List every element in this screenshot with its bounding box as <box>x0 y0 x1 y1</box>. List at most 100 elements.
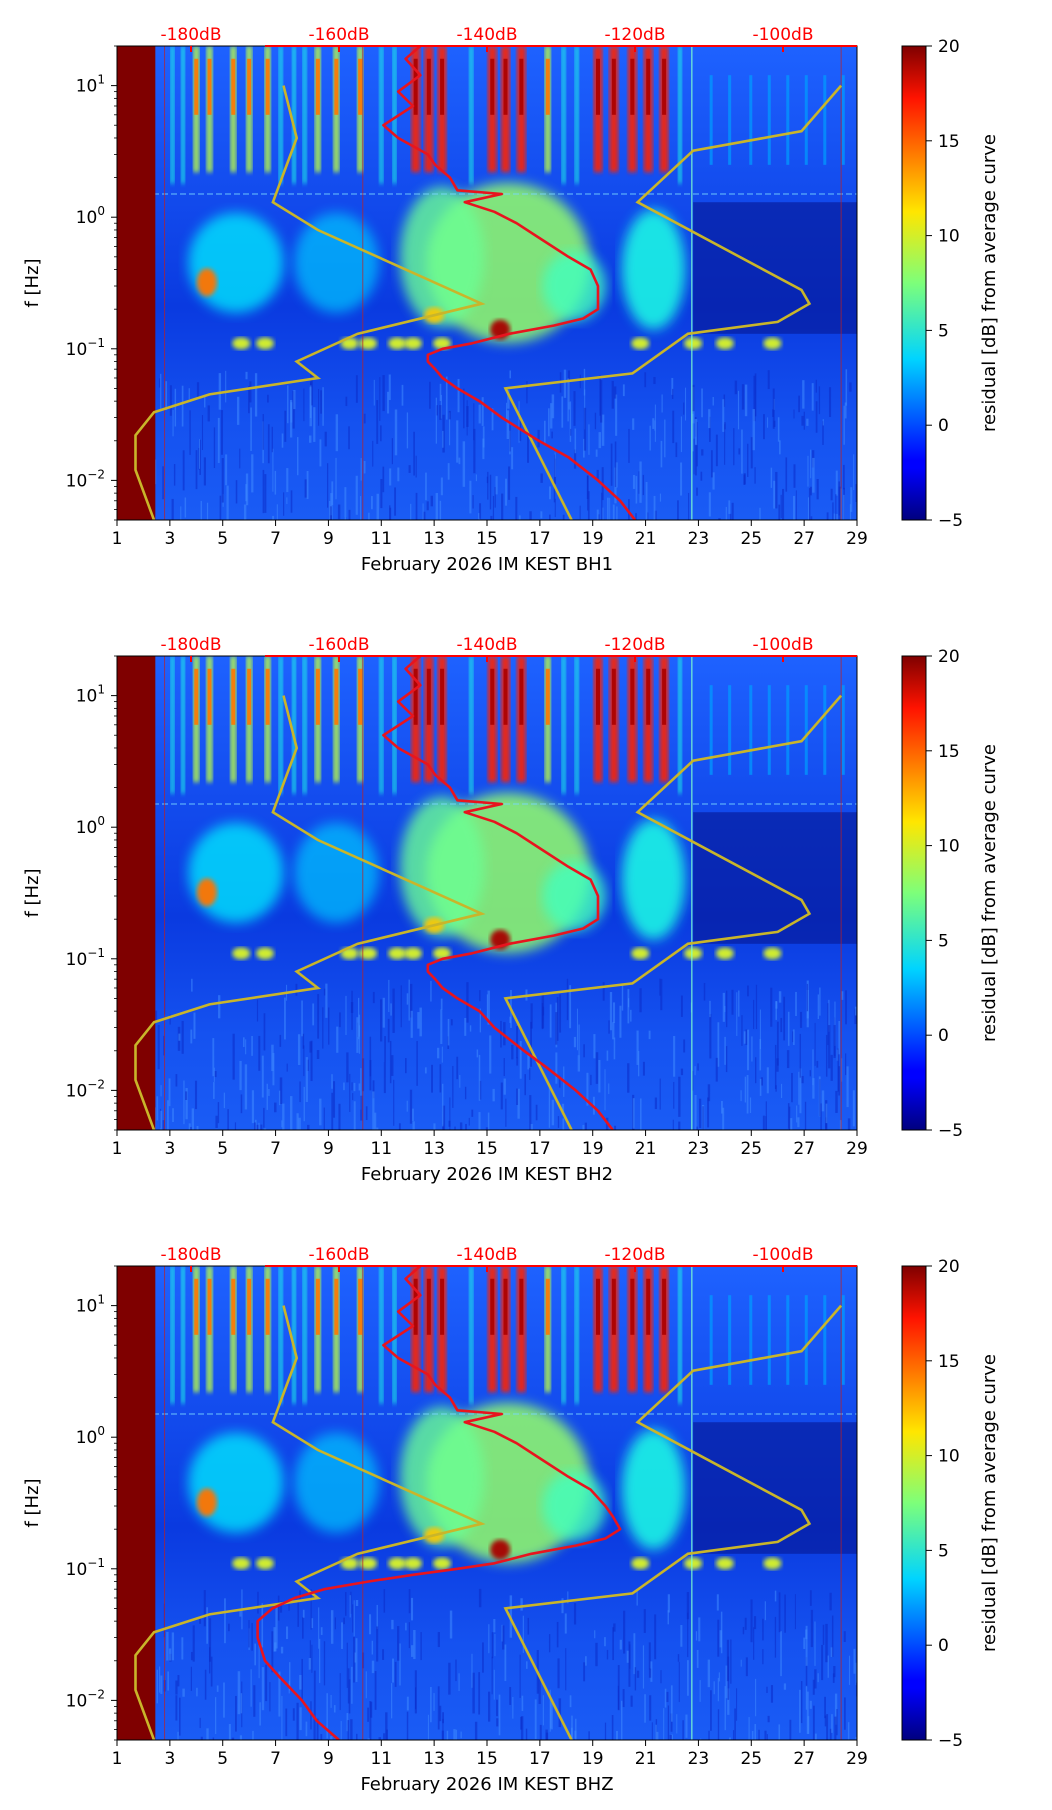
colorbar-tick-label: −5 <box>938 1731 963 1751</box>
colorbar-tick-label: 20 <box>938 1257 960 1277</box>
x-tick-label: 21 <box>635 529 657 549</box>
x-tick-label: 25 <box>740 1139 762 1159</box>
low-noise-model-line <box>134 1305 486 1740</box>
colorbar-tick-label: 15 <box>938 742 960 762</box>
colorbar-label: residual [dB] from average curve <box>979 1354 1000 1652</box>
x-tick-label: 11 <box>370 1749 392 1769</box>
colorbar-gradient <box>901 1265 927 1741</box>
x-tick-label: 5 <box>217 1139 228 1159</box>
x-tick-label: 1 <box>112 529 123 549</box>
y-tick-label: 10−1 <box>66 946 105 970</box>
x-tick-label: 17 <box>529 1749 551 1769</box>
x-axis-label: February 2026 IM KEST BH2 <box>361 1164 613 1185</box>
x-tick-label: 7 <box>270 1749 281 1769</box>
y-tick-label: 101 <box>76 73 105 97</box>
x-tick-label: 9 <box>323 529 334 549</box>
top-tick-label: -100dB <box>752 635 813 655</box>
top-tick-label: -180dB <box>160 1245 221 1265</box>
quiet-zone <box>693 1422 857 1554</box>
y-tick-label: 100 <box>76 814 105 838</box>
x-tick-label: 11 <box>370 1139 392 1159</box>
spectrogram-area <box>117 656 857 1130</box>
activity-blobs <box>170 1266 845 1570</box>
activity-blobs <box>170 656 845 960</box>
x-tick-label: 29 <box>846 1749 868 1769</box>
y-axis-label: f [Hz] <box>22 258 43 307</box>
colorbar-tick-label: 0 <box>938 1026 949 1046</box>
quiet-zone <box>693 812 857 944</box>
y-tick-label: 10−2 <box>66 1687 105 1711</box>
colorbar: 20 15 10 5 0 −5 residual [dB] from average cur… <box>901 37 1000 531</box>
x-tick-label: 19 <box>582 1749 604 1769</box>
colorbar-tick-label: 20 <box>938 647 960 667</box>
colorbar-tick-label: −5 <box>938 511 963 531</box>
colorbar-label: residual [dB] from average curve <box>979 744 1000 1042</box>
colorbar-tick-label: 5 <box>938 321 949 341</box>
median-psd-line <box>382 656 614 1130</box>
top-tick-label: -140dB <box>456 635 517 655</box>
x-tick-label: 19 <box>582 1139 604 1159</box>
x-axis-label: February 2026 IM KEST BHZ <box>360 1774 613 1795</box>
x-tick-label: 3 <box>164 529 175 549</box>
top-tick-label: -180dB <box>160 635 221 655</box>
x-tick-label: 23 <box>688 1139 710 1159</box>
y-tick-label: 10−2 <box>66 467 105 491</box>
y-tick-label: 100 <box>76 204 105 228</box>
y-axis-label: f [Hz] <box>22 1478 43 1527</box>
colorbar: 20 15 10 5 0 −5 residual [dB] from average cur… <box>901 647 1000 1141</box>
colorbar-gradient <box>901 655 927 1131</box>
colorbar-tick-label: 10 <box>938 1447 960 1467</box>
y-tick-label: 101 <box>76 1293 105 1317</box>
x-tick-label: 13 <box>423 1749 445 1769</box>
top-tick-label: -140dB <box>456 25 517 45</box>
x-tick-label: 27 <box>793 1139 815 1159</box>
x-tick-label: 7 <box>270 1139 281 1159</box>
x-axis-label: February 2026 IM KEST BH1 <box>361 554 613 575</box>
top-tick-label: -120dB <box>604 635 665 655</box>
x-tick-label: 29 <box>846 1139 868 1159</box>
top-tick-label: -160dB <box>308 25 369 45</box>
colorbar-tick-label: 0 <box>938 416 949 436</box>
x-tick-label: 19 <box>582 529 604 549</box>
x-tick-label: 15 <box>476 529 498 549</box>
colorbar-tick-label: 15 <box>938 1352 960 1372</box>
x-tick-label: 23 <box>688 529 710 549</box>
top-tick-label: -180dB <box>160 25 221 45</box>
colorbar-tick-label: −5 <box>938 1121 963 1141</box>
colorbar-label: residual [dB] from average curve <box>979 134 1000 432</box>
x-tick-label: 29 <box>846 529 868 549</box>
top-tick-label: -120dB <box>604 1245 665 1265</box>
y-axis-label: f [Hz] <box>22 868 43 917</box>
x-tick-label: 9 <box>323 1139 334 1159</box>
x-tick-label: 25 <box>740 529 762 549</box>
median-psd-line <box>382 46 637 520</box>
low-noise-model-line <box>134 695 486 1130</box>
top-tick-label: -160dB <box>308 635 369 655</box>
x-tick-label: 27 <box>793 529 815 549</box>
x-tick-label: 5 <box>217 529 228 549</box>
top-tick-label: -120dB <box>604 25 665 45</box>
activity-blobs <box>170 46 845 350</box>
x-tick-label: 1 <box>112 1139 123 1159</box>
x-tick-label: 3 <box>164 1749 175 1769</box>
colorbar-gradient <box>901 45 927 521</box>
x-tick-label: 25 <box>740 1749 762 1769</box>
high-noise-model-line <box>503 694 843 1130</box>
high-noise-model-line <box>503 1304 843 1740</box>
top-tick-label: -100dB <box>752 25 813 45</box>
x-tick-label: 21 <box>635 1139 657 1159</box>
colorbar-tick-label: 20 <box>938 37 960 57</box>
x-tick-label: 3 <box>164 1139 175 1159</box>
colorbar-tick-label: 5 <box>938 1541 949 1561</box>
y-tick-label: 10−2 <box>66 1077 105 1101</box>
x-tick-label: 15 <box>476 1749 498 1769</box>
y-tick-label: 101 <box>76 683 105 707</box>
x-tick-label: 15 <box>476 1139 498 1159</box>
x-tick-label: 11 <box>370 529 392 549</box>
quiet-zone <box>693 202 857 334</box>
top-tick-label: -160dB <box>308 1245 369 1265</box>
